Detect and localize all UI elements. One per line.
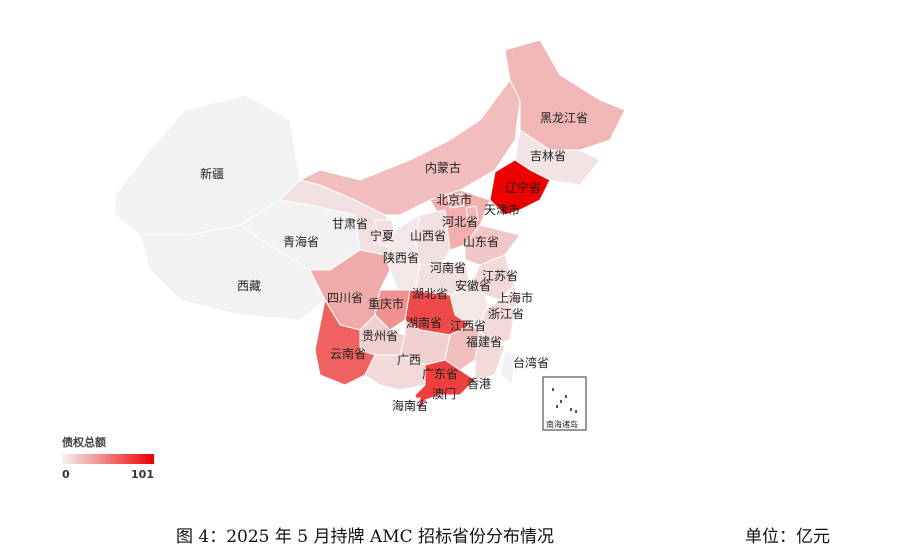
region-guangxi <box>364 354 426 391</box>
region-label-jilin: 吉林省 <box>530 149 566 163</box>
region-label-xinjiang: 新疆 <box>200 166 224 181</box>
island-mark <box>552 388 554 391</box>
region-label-xianggang: 香港 <box>467 377 491 391</box>
inset-label: 南海诸岛 <box>546 419 578 429</box>
region-shanghai <box>504 292 521 309</box>
region-label-shandong: 山东省 <box>463 235 499 249</box>
region-label-heilongjiang: 黑龙江省 <box>540 111 588 125</box>
legend-max: 101 <box>131 468 154 481</box>
region-label-guangdong: 广东省 <box>422 367 458 381</box>
region-label-tianjin: 天津市 <box>484 202 520 217</box>
region-label-gansu: 甘肃省 <box>332 217 368 231</box>
legend-title: 债权总额 <box>62 436 106 449</box>
region-label-hunan: 湖南省 <box>406 315 442 330</box>
region-fujian <box>474 328 506 381</box>
region-label-shaanxi: 陕西省 <box>383 250 419 265</box>
region-label-hubei: 湖北省 <box>412 286 448 301</box>
region-label-fujian: 福建省 <box>466 334 502 349</box>
region-heilongjiang <box>504 39 626 151</box>
region-label-guangxi: 广西 <box>397 353 421 367</box>
figure-caption: 图 4：2025 年 5 月持牌 AMC 招标省份分布情况 <box>176 527 555 547</box>
region-label-shanxi: 山西省 <box>410 229 446 243</box>
region-label-jiangsu: 江苏省 <box>482 269 518 283</box>
region-tianjin <box>465 205 479 221</box>
region-label-ningxia: 宁夏 <box>370 228 394 243</box>
region-label-anhui: 安徽省 <box>455 278 491 293</box>
region-label-beijing: 北京市 <box>436 192 472 207</box>
region-label-hainan: 海南省 <box>392 398 428 413</box>
region-aomen <box>445 396 451 402</box>
region-label-hebei: 河北省 <box>442 215 478 229</box>
region-label-henan: 河南省 <box>430 260 466 275</box>
island-mark <box>575 410 577 413</box>
island-mark <box>570 408 572 411</box>
region-hainan <box>404 397 421 413</box>
region-label-xizang: 西藏 <box>237 279 261 293</box>
legend-min: 0 <box>62 468 70 481</box>
region-label-neimenggu: 内蒙古 <box>425 160 461 175</box>
region-label-jiangxi: 江西省 <box>450 319 486 333</box>
region-shandong <box>464 224 521 266</box>
region-neimenggu <box>298 79 521 216</box>
region-label-aomen: 澳门 <box>432 386 456 401</box>
region-label-qinghai: 青海省 <box>283 234 319 249</box>
region-beijing <box>447 193 465 209</box>
region-label-taiwan: 台湾省 <box>513 355 549 370</box>
region-label-chongqing: 重庆市 <box>368 296 404 311</box>
island-mark <box>556 405 558 408</box>
region-label-zhejiang: 浙江省 <box>488 307 524 321</box>
south-china-sea-inset <box>542 376 587 431</box>
region-taiwan <box>499 351 516 386</box>
legend: 债权总额 0 101 <box>62 434 162 481</box>
island-mark <box>560 400 562 403</box>
region-guangdong <box>414 359 476 412</box>
region-label-yunnan: 云南省 <box>330 346 366 361</box>
region-label-shanghai: 上海市 <box>497 290 533 305</box>
region-liaoning <box>489 159 551 216</box>
region-label-guizhou: 贵州省 <box>362 329 398 343</box>
island-mark <box>565 395 567 398</box>
unit-label: 单位：亿元 <box>745 527 830 547</box>
region-xianggang <box>455 394 462 400</box>
region-label-sichuan: 四川省 <box>327 291 363 305</box>
region-label-liaoning: 辽宁省 <box>505 180 541 195</box>
legend-color-bar <box>62 454 154 464</box>
